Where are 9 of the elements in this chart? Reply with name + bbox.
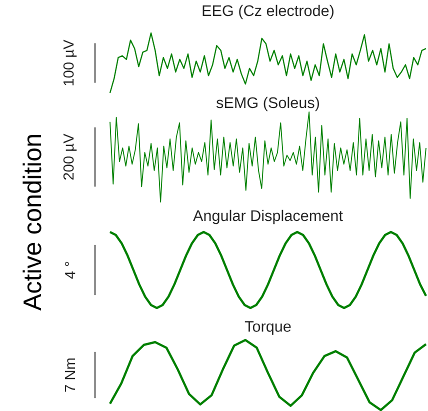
chart-title: sEMG (Soleus)	[216, 96, 320, 112]
chart-title: Torque	[244, 321, 291, 335]
y-axis-title: 200 µV	[63, 134, 77, 180]
y-axis-title: 7 Nm	[64, 358, 76, 392]
text: Active condition	[22, 134, 42, 311]
chart-title: EEG (Cz electrode)	[202, 4, 334, 20]
y-axis-title: 4 °	[64, 262, 76, 279]
y-axis-title: 100 µV	[63, 40, 77, 86]
chart-title: Angular Displacement	[193, 210, 343, 224]
